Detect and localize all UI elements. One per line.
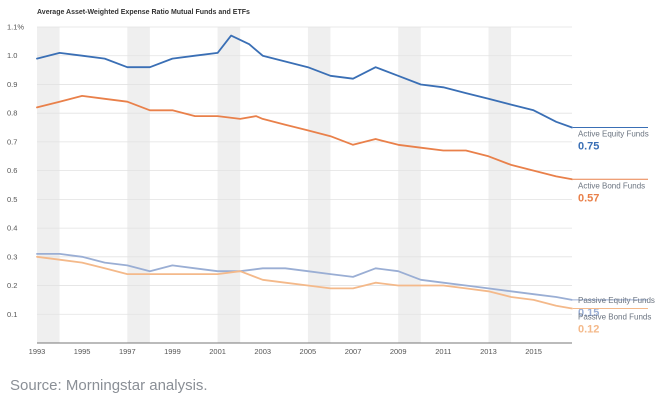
x-tick-label: 2015 [525,347,542,356]
series-lines [36,34,573,310]
source-note: Source: Morningstar analysis. [10,377,208,394]
x-tick-label: 2001 [209,347,226,356]
y-tick-label: 0.7 [7,137,17,146]
x-tick-label: 1993 [29,347,46,356]
shaded-bands [37,27,512,343]
y-tick-label: 0.2 [7,281,17,290]
series-end-value: 0.12 [578,324,599,336]
shaded-band [488,27,512,343]
y-tick-label: 1.0 [7,51,17,60]
y-tick-label: 0.5 [7,195,17,204]
y-tick-label: 0.8 [7,109,17,118]
series-line [36,253,573,301]
x-tick-label: 2007 [345,347,362,356]
x-tick-label: 2011 [435,347,451,356]
y-tick-label: 0.1 [7,310,17,319]
series-line [36,95,573,181]
shaded-band [398,27,421,343]
y-tick-label: 1.1% [7,23,24,32]
x-tick-labels: 1993 1995 1997 1999 2001 2003 2005 2007 2009 2011… [29,347,542,356]
series-name-label: Active Equity Funds [578,130,649,139]
x-tick-label: 1999 [164,347,181,356]
series-name-label: Passive Equity Funds [578,296,655,305]
x-tick-label: 2003 [254,347,271,356]
shaded-band [217,27,241,343]
y-tick-label: 0.9 [7,80,17,89]
series-name-label: Active Bond Funds [578,181,645,190]
y-tick-label: 0.6 [7,166,17,175]
y-tick-labels: 1.1% 1.0 0.9 0.8 0.7 0.6 0.5 0.4 0.3 0.2 0.1 [7,23,24,319]
y-tick-label: 0.3 [7,252,17,261]
series-line [36,34,573,129]
x-tick-label: 1997 [119,347,136,356]
shaded-band [127,27,150,343]
y-tick-label: 0.4 [7,224,17,233]
shaded-band [307,27,331,343]
x-tick-label: 2013 [480,347,497,356]
series-end-value: 0.15 [578,307,599,319]
shaded-band [37,27,60,343]
series-end-value: 0.57 [578,192,599,204]
series-end-value: 0.75 [578,141,599,153]
x-tick-label: 2005 [300,347,317,356]
x-tick-label: 2009 [390,347,407,356]
chart-title: Average Asset-Weighted Expense Ratio Mut… [37,9,250,16]
series-line [36,255,573,310]
x-tick-label: 1995 [74,347,91,356]
series-end-labels: Active Equity Funds 0.75 Active Bond Funds… [573,127,655,336]
series-name-label: Passive Bond Funds [578,313,651,322]
